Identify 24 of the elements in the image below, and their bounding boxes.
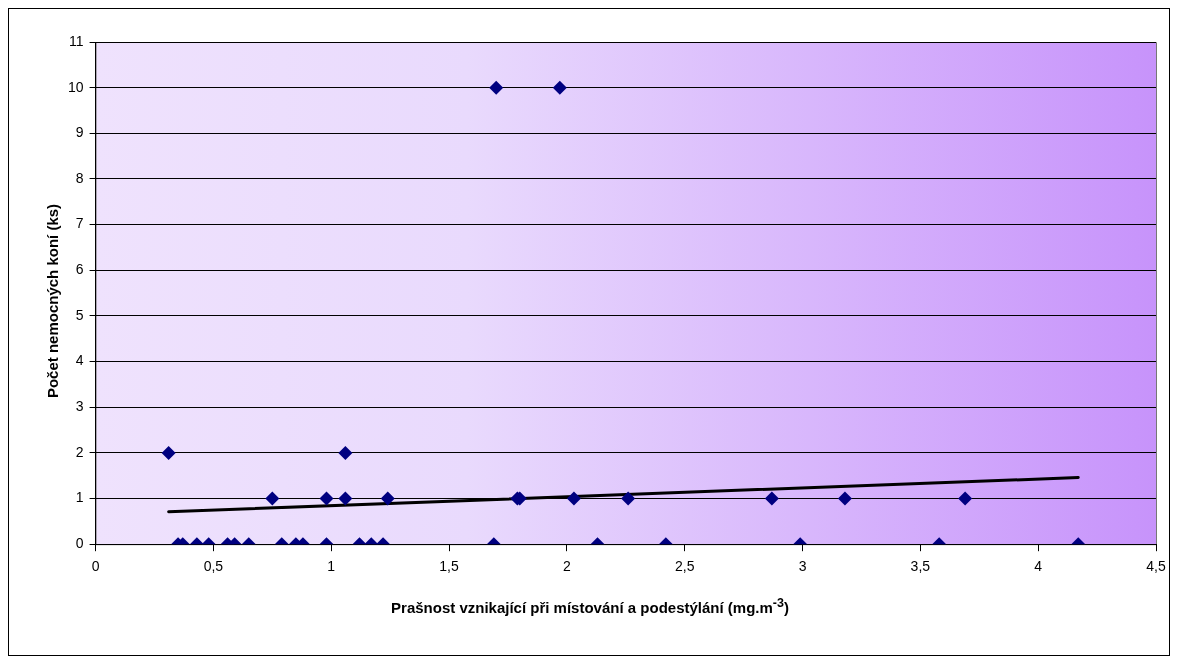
y-tick-label: 4 [75, 352, 84, 369]
y-tick-label: 2 [75, 443, 84, 460]
y-tick-label: 9 [75, 124, 84, 141]
x-tick-label: 2 [562, 558, 571, 575]
y-tick-label: 8 [75, 169, 84, 186]
x-axis-title: Prašnost vznikající při místování a podestýlání (mg.m$^{-3}$) [390, 596, 790, 616]
x-tick-label: 1,5 [439, 558, 459, 575]
y-tick-label: 10 [67, 78, 84, 95]
y-tick-label: 6 [75, 261, 84, 278]
y-tick-label: 3 [75, 398, 84, 415]
x-tick-label: 4 [1034, 558, 1043, 575]
y-tick-label: 7 [75, 215, 84, 232]
x-tick-label: 3 [798, 558, 807, 575]
y-tick-label: 0 [75, 535, 84, 552]
y-tick-label: 11 [69, 32, 84, 49]
y-axis-title: Počet nemocných koní (ks) [43, 203, 61, 399]
x-tick-label: 2,5 [674, 558, 695, 575]
y-tick-label: 5 [75, 306, 84, 323]
y-tick-label: 1 [75, 489, 84, 506]
x-tick-label: 0 [91, 558, 100, 575]
x-tick-label: 1 [327, 558, 336, 575]
x-tick-label: 4,5 [1146, 558, 1166, 575]
x-tick-label: 3,5 [910, 558, 931, 575]
x-tick-label: 0,5 [203, 558, 224, 575]
